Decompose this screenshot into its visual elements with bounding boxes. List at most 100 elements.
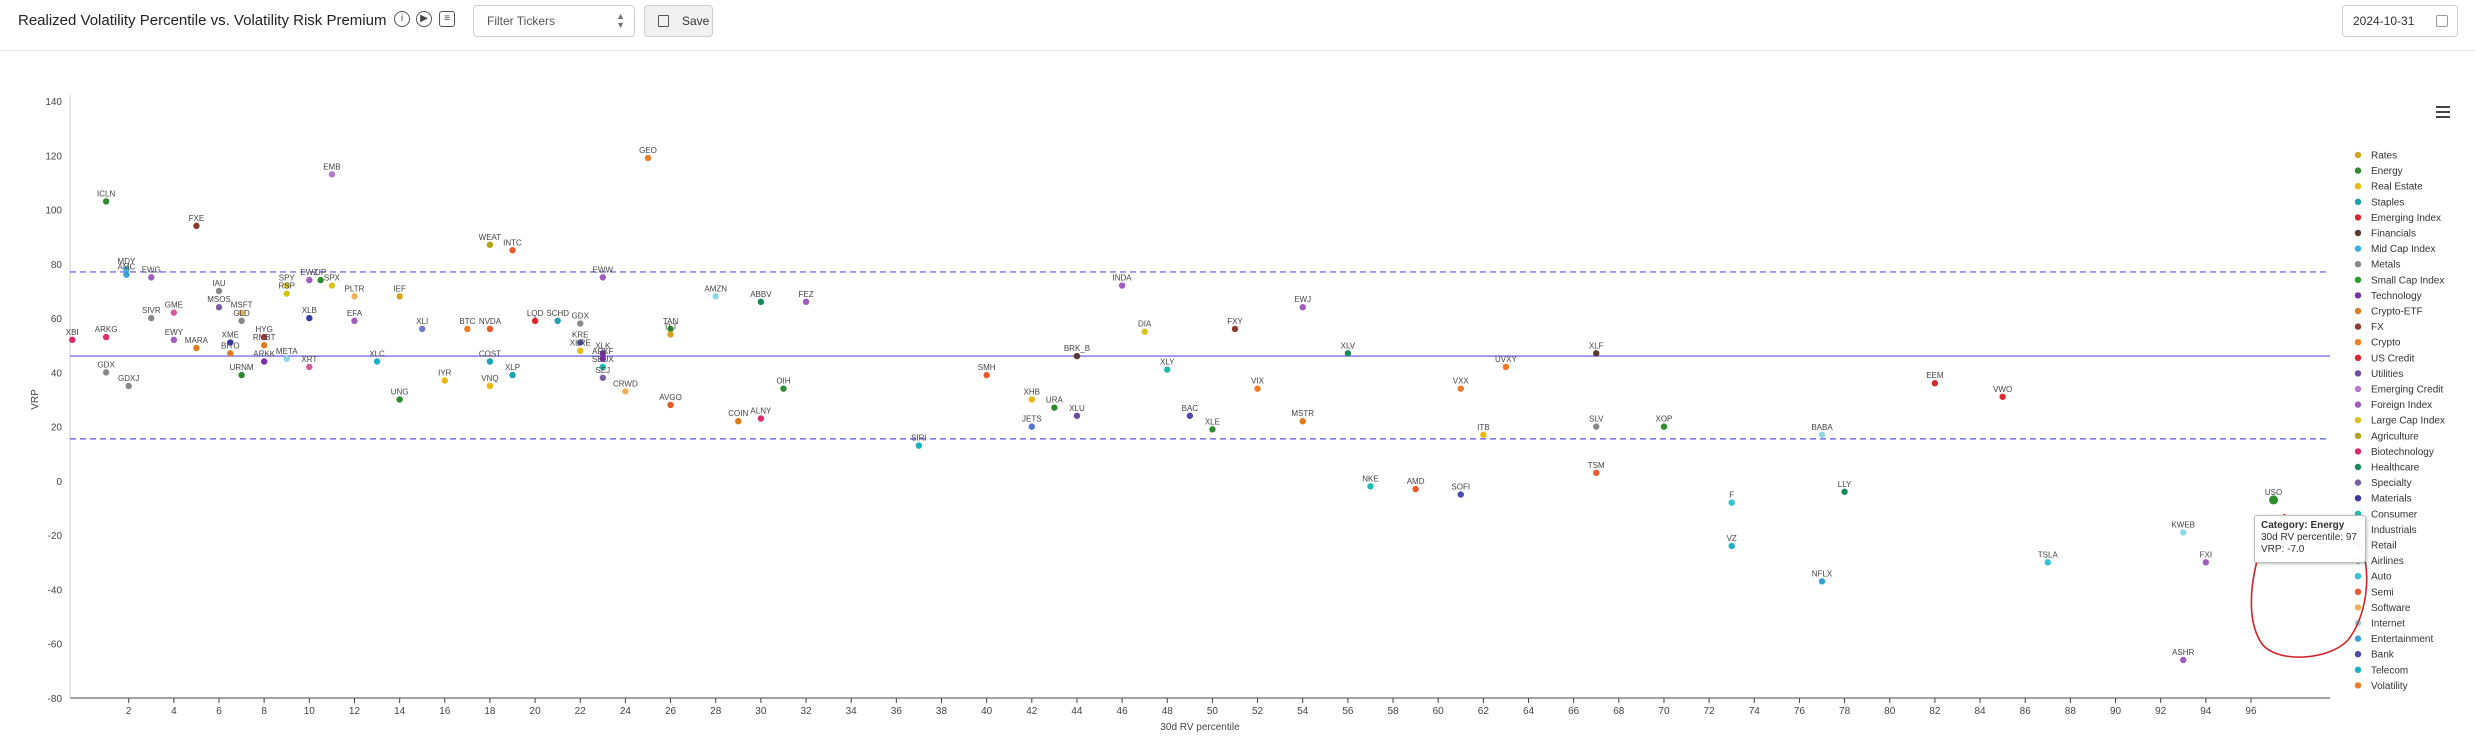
x-tick-label: 30 (755, 706, 767, 717)
data-point (757, 298, 765, 306)
x-tick-label: 36 (891, 706, 903, 717)
point-label: COIN (728, 409, 748, 418)
data-point (1118, 282, 1126, 289)
point-label: URNM (230, 363, 254, 372)
data-point (1164, 366, 1171, 373)
point-label: UNG (391, 388, 409, 397)
point-label: PLTR (345, 284, 365, 293)
point-label: DIA (1138, 320, 1152, 329)
x-tick-label: 94 (2200, 706, 2212, 717)
hamburger-menu-icon[interactable] (2436, 106, 2450, 118)
x-tick-label: 58 (1387, 706, 1399, 717)
legend-marker (2354, 448, 2362, 455)
point-label: SIRI (911, 434, 927, 443)
comment-icon[interactable]: ≡ (439, 11, 455, 27)
point-label: IAU (212, 279, 226, 288)
data-point (1073, 352, 1081, 360)
legend-marker (2354, 479, 2362, 486)
date-value: 2024-10-31 (2353, 14, 2415, 28)
data-point (577, 339, 584, 346)
x-tick-label: 66 (1568, 706, 1580, 717)
legend-item: Bank (2371, 650, 2395, 661)
x-tick-label: 84 (1974, 706, 1986, 717)
point-label: FEZ (798, 290, 813, 299)
point-label: XLI (416, 317, 428, 326)
legend-item: Materials (2371, 494, 2412, 505)
data-point (599, 355, 607, 362)
point-label: SPX (324, 274, 341, 283)
data-point (1999, 393, 2006, 400)
y-tick-label: -80 (48, 694, 63, 705)
point-label: SLV (1589, 415, 1604, 424)
y-tick-label: 140 (45, 97, 62, 108)
filter-tickers-select[interactable]: Filter Tickers ▲ ▼ (473, 5, 635, 37)
point-label: ITB (1477, 423, 1489, 432)
x-tick-label: 32 (800, 706, 812, 717)
chevron-updown-icon: ▲ ▼ (616, 11, 625, 30)
point-label: BITO (221, 341, 240, 350)
legend-marker (2354, 183, 2362, 190)
x-tick-label: 22 (575, 706, 587, 717)
point-label: URA (1046, 396, 1064, 405)
info-icon[interactable]: i (394, 11, 410, 27)
point-label: AMD (1407, 477, 1425, 486)
legend-marker (2354, 307, 2362, 315)
y-tick-label: -60 (48, 640, 63, 651)
play-icon[interactable]: ▶ (416, 11, 432, 27)
x-tick-label: 80 (1884, 706, 1896, 717)
legend-marker (2354, 682, 2362, 689)
point-label: XLY (1160, 358, 1175, 367)
point-label: NVDA (479, 317, 502, 326)
legend-item: Rates (2371, 151, 2397, 162)
legend-marker (2354, 417, 2362, 424)
legend-marker (2354, 666, 2362, 673)
data-point (373, 358, 381, 365)
y-tick-label: -40 (48, 585, 63, 596)
data-point (577, 347, 584, 354)
data-point (351, 317, 358, 325)
data-point (215, 287, 223, 295)
y-tick-label: 120 (45, 151, 62, 162)
data-point (1344, 350, 1352, 357)
point-label: XLV (1341, 341, 1356, 350)
data-point (577, 320, 584, 327)
data-point (1502, 363, 1510, 371)
x-tick-label: 28 (710, 706, 722, 717)
point-label: EMB (323, 162, 340, 171)
legend-item: Healthcare (2371, 463, 2420, 474)
save-button[interactable]: Save (644, 5, 713, 37)
legend-item: Biotechnology (2371, 447, 2434, 458)
point-label: XLE (1205, 417, 1220, 426)
legend-marker (2354, 276, 2362, 283)
legend-marker (2354, 167, 2362, 174)
point-label: XLP (505, 363, 520, 372)
legend-marker (2354, 151, 2362, 159)
data-point (531, 317, 539, 325)
data-point (1480, 431, 1487, 438)
data-point (1412, 485, 1419, 493)
x-tick-label: 86 (2020, 706, 2032, 717)
data-point (283, 290, 290, 297)
data-point (238, 317, 245, 325)
data-point (283, 355, 290, 362)
x-tick-label: 8 (261, 706, 267, 717)
data-point (622, 388, 629, 395)
point-label: ARKF (592, 347, 613, 356)
x-tick-label: 96 (2245, 706, 2257, 717)
point-label: SIVR (142, 306, 161, 315)
data-point (1841, 488, 1848, 495)
data-point (102, 198, 110, 205)
point-label: FXY (1227, 317, 1243, 326)
legend-marker (2354, 292, 2362, 299)
page-title: Realized Volatility Percentile vs. Volat… (18, 12, 387, 29)
date-picker[interactable]: 2024-10-31 (2342, 5, 2458, 37)
x-tick-label: 2 (126, 706, 132, 717)
point-label: FXE (189, 214, 205, 223)
point-label: META (276, 347, 298, 356)
legend-item: Emerging Credit (2371, 385, 2443, 396)
point-label: HYG (255, 325, 272, 334)
data-point (1254, 385, 1261, 392)
point-label: VIX (1251, 377, 1265, 386)
data-point (599, 363, 607, 371)
point-label: XLC (369, 350, 385, 359)
